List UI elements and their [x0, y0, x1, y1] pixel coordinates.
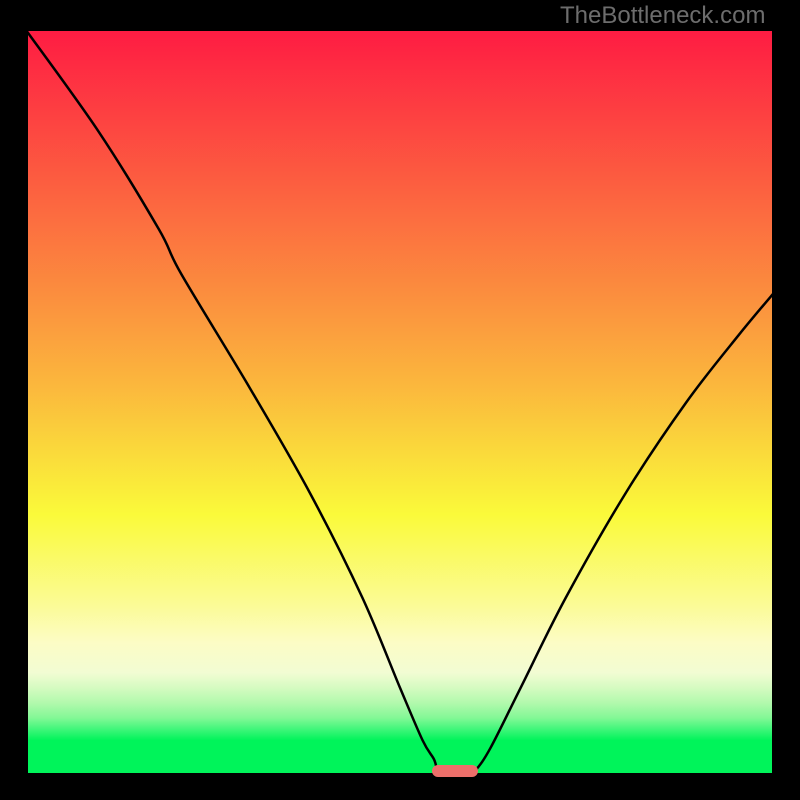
watermark-text: TheBottleneck.com — [560, 2, 765, 30]
minimum-marker — [432, 765, 477, 777]
plot-frame — [23, 26, 777, 778]
chart-container: TheBottleneck.com — [0, 0, 800, 800]
